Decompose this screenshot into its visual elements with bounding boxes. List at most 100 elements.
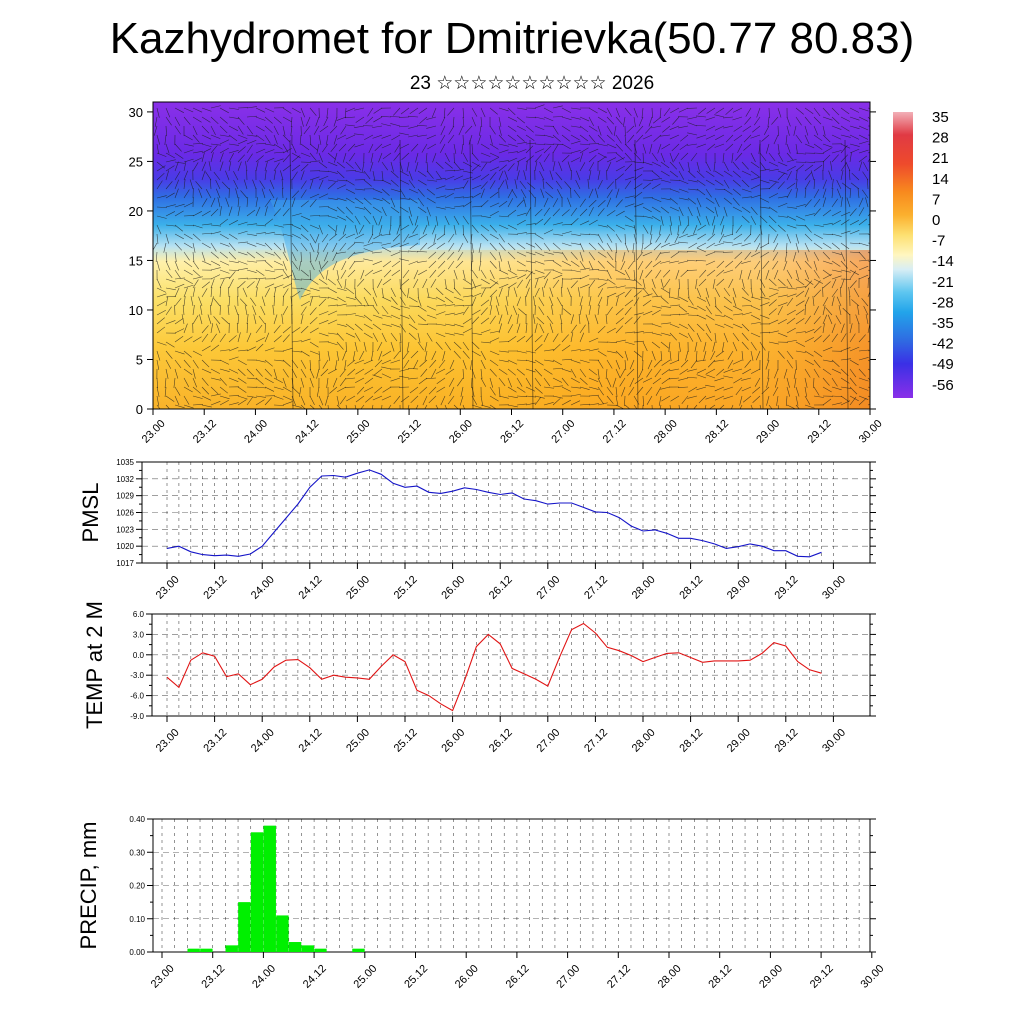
x-tick-label: 30.00 [857, 418, 885, 446]
wind-barb [795, 224, 806, 227]
wind-barb [381, 404, 383, 409]
wind-barb [678, 313, 689, 316]
wind-barb [183, 202, 194, 208]
wind-barb [498, 359, 509, 363]
wind-barb [606, 359, 613, 369]
wind-barb [849, 220, 859, 226]
wind-barb [750, 170, 760, 177]
wind-barb [228, 287, 230, 298]
wind-barb [660, 179, 671, 183]
wind-barb [174, 233, 184, 240]
wind-barb [624, 176, 635, 181]
wind-barb [660, 152, 665, 163]
wind-barb [393, 350, 401, 359]
wind-barb [345, 377, 356, 380]
wind-barb [372, 260, 383, 265]
wind-barb [660, 341, 670, 349]
wind-barb [785, 134, 788, 145]
wind-barb [838, 305, 842, 316]
wind-barb [525, 269, 536, 275]
wind-barb [750, 350, 754, 361]
wind-barb [210, 323, 214, 334]
wind-barb [201, 281, 210, 289]
wind-barb [705, 395, 716, 400]
wind-barb [579, 403, 590, 406]
wind-barb [772, 386, 779, 396]
wind-barb [858, 218, 868, 226]
y-tick-label: 25 [129, 154, 143, 169]
wind-barb [633, 116, 636, 127]
colorbar-label: -49 [932, 356, 954, 373]
wind-barb [354, 241, 365, 244]
wind-barb [651, 309, 661, 316]
wind-barb [342, 224, 347, 235]
wind-barb [786, 278, 793, 288]
wind-barb [264, 332, 270, 343]
wind-barb [579, 377, 588, 385]
wind-barb [489, 395, 499, 402]
wind-barb [525, 278, 531, 289]
wind-barb [759, 161, 767, 171]
wind-barb [661, 368, 671, 375]
wind-barb [552, 208, 561, 217]
wind-barb [777, 305, 783, 316]
wind-barb [165, 350, 173, 359]
wind-barb [606, 107, 613, 117]
wind-barb [588, 403, 599, 406]
wind-barb [795, 179, 798, 190]
wind-barb [174, 350, 185, 355]
wind-barb [183, 224, 194, 227]
wind-barb [480, 359, 486, 370]
wind-barb [741, 323, 750, 332]
wind-barb [542, 179, 545, 190]
wind-barb [282, 347, 293, 352]
wind-barb [660, 287, 670, 294]
wind-barb [246, 223, 257, 226]
wind-barb [420, 368, 428, 377]
wind-barb [228, 116, 239, 119]
wind-barb [840, 347, 851, 352]
wind-barb [750, 206, 758, 215]
wind-barb [444, 332, 455, 336]
wind-barb [332, 242, 338, 253]
x-tick-label: 28.00 [630, 727, 658, 755]
wind-barb [647, 359, 653, 370]
wind-barb [822, 116, 833, 121]
wind-barb [697, 224, 707, 231]
wind-barb [655, 269, 662, 279]
wind-barb [156, 180, 163, 190]
wind-barb [255, 206, 261, 217]
wind-barb [250, 297, 257, 307]
wind-barb [705, 305, 712, 315]
wind-barb [480, 199, 489, 208]
wind-barb [538, 297, 545, 307]
colorbar-ramp [893, 112, 913, 398]
wind-barb [372, 251, 383, 254]
wind-barb [851, 172, 860, 181]
wind-barb [669, 287, 671, 299]
wind-barb [813, 280, 821, 289]
wind-barb [264, 359, 273, 367]
wind-barb [768, 193, 779, 199]
wind-barb [268, 189, 275, 199]
wind-barb [345, 404, 348, 409]
wind-barb [750, 321, 761, 325]
wind-barb [642, 293, 653, 298]
wind-barb [255, 161, 259, 172]
wind-barb [786, 233, 792, 244]
wind-barb [183, 170, 189, 181]
wind-barb [174, 297, 182, 307]
wind-barb [795, 164, 804, 172]
wind-barb [372, 269, 383, 275]
wind-barb [199, 305, 203, 316]
wind-barb [345, 233, 356, 239]
x-tick-label: 27.00 [549, 418, 577, 446]
wind-barb [545, 191, 554, 199]
wind-barb [561, 386, 572, 392]
wind-barb [534, 260, 545, 265]
wind-barb [391, 269, 401, 276]
wind-barb [813, 377, 815, 388]
wind-barb [831, 198, 838, 208]
wind-barb [462, 306, 469, 316]
wind-barb [836, 179, 842, 190]
